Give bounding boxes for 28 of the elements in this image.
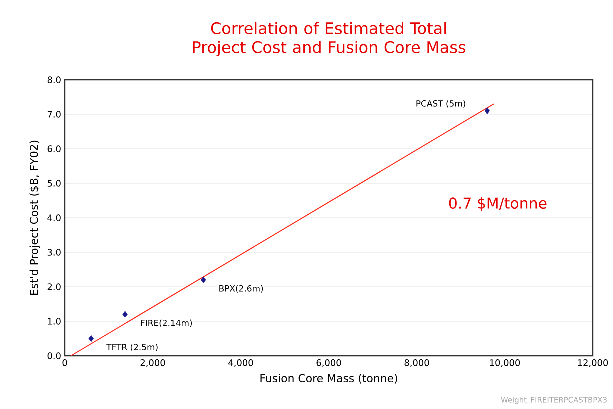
x-tick-label: 8,000	[404, 360, 430, 368]
x-tick-label: 12,000	[578, 360, 608, 368]
y-tick-label: 2.0	[48, 284, 61, 290]
point	[201, 276, 206, 284]
y-tick-label: 3.0	[48, 249, 61, 256]
x-axis-title: Fusion Core Mass (tonne)	[260, 374, 398, 384]
annotation: FIRE(2.14m)	[141, 320, 192, 328]
annotation: 0.7 $M/tonne	[449, 197, 547, 211]
x-tick-label: 10,000	[490, 360, 520, 368]
x-tick-label: 6,000	[316, 360, 342, 368]
y-tick-label: 8.0	[48, 76, 61, 84]
y-tick-label: 6.0	[48, 146, 61, 152]
x-tick-label: 2,000	[140, 360, 166, 368]
annotation: PCAST (5m)	[416, 100, 466, 108]
annotation: TFTR (2.5m)	[106, 344, 158, 352]
point	[88, 335, 94, 342]
chart-title: Correlation of Estimated Total Project Cost and Fusion Core Mass	[193, 22, 466, 57]
y-tick-label: 7.0	[48, 111, 61, 118]
y-tick-label: 4.0	[48, 214, 61, 222]
x-tick-label: 4,000	[228, 360, 254, 368]
y-tick-label: 1.0	[48, 318, 61, 325]
point	[122, 311, 128, 318]
annotation: BPX(2.6m)	[220, 285, 264, 293]
y-tick-label: 5.0	[48, 180, 61, 187]
x-tick-label: 0	[62, 360, 68, 366]
y-axis-title: Est'd Project Cost ($B, FY02)	[30, 140, 40, 296]
point	[484, 108, 490, 114]
y-tick-label: 0.0	[48, 352, 61, 360]
